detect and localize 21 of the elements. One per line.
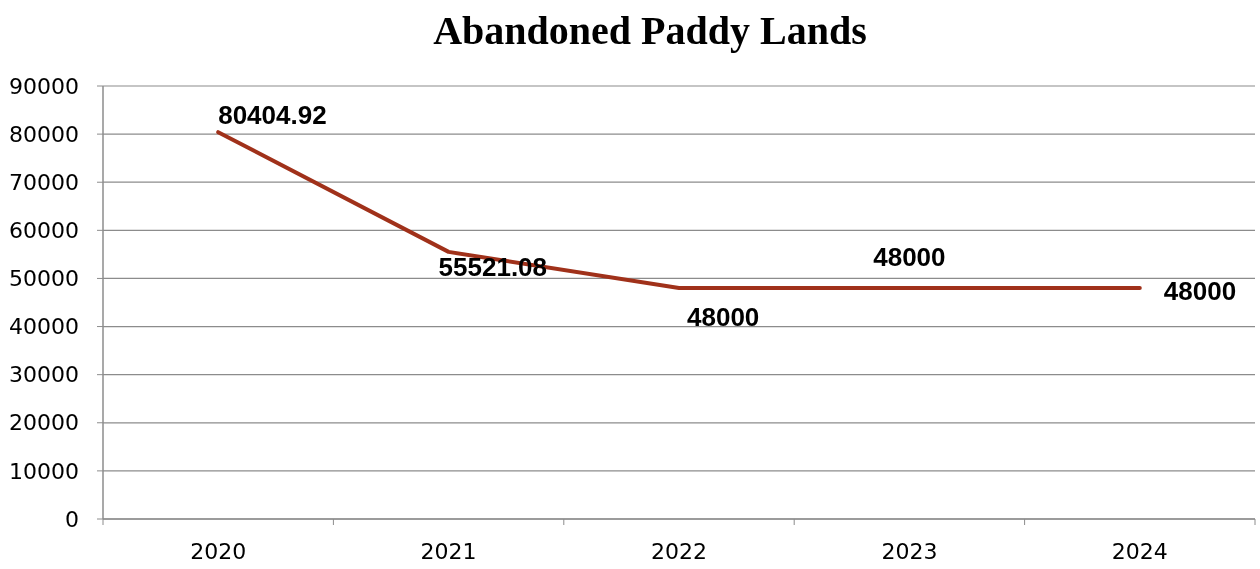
- chart-title: Abandoned Paddy Lands: [433, 8, 867, 53]
- y-tick-label: 20000: [9, 410, 79, 436]
- x-tick-label: 2024: [1111, 539, 1168, 564]
- y-tick-label: 0: [65, 506, 79, 532]
- x-tick-label: 2022: [651, 539, 707, 564]
- y-tick-label: 70000: [9, 169, 79, 195]
- x-tick-label: 2021: [420, 539, 477, 564]
- y-tick-label: 30000: [9, 362, 79, 388]
- data-label: 55521.08: [438, 251, 548, 282]
- y-tick-label: 90000: [9, 73, 79, 99]
- data-label: 48000: [1163, 276, 1237, 307]
- data-label: 48000: [687, 302, 760, 333]
- y-tick-label: 80000: [9, 121, 79, 147]
- x-tick-label: 2020: [190, 539, 247, 564]
- y-tick-label: 60000: [9, 218, 79, 244]
- y-tick-label: 40000: [9, 314, 79, 340]
- y-tick-label: 50000: [9, 266, 79, 292]
- x-tick-label: 2023: [881, 539, 938, 564]
- data-label: 80404.92: [218, 100, 327, 131]
- data-label: 48000: [873, 242, 946, 273]
- y-tick-label: 10000: [9, 458, 79, 484]
